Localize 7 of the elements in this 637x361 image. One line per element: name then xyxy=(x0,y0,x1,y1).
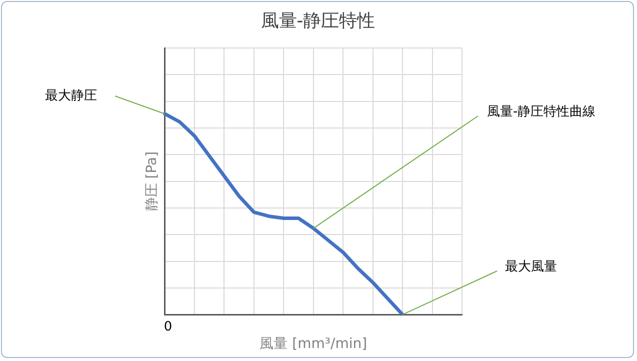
x-axis-title: 風量 [mm³/min] xyxy=(260,336,368,352)
text: 0 xyxy=(164,319,172,334)
chart-title: 風量-静圧特性 xyxy=(260,10,376,32)
text: 最大静圧 xyxy=(45,88,97,104)
text: 最大風量 xyxy=(505,259,557,274)
y-axis-title: 静圧 [Pa] xyxy=(144,151,160,212)
text: 風量-静圧特性曲線 xyxy=(487,104,596,120)
